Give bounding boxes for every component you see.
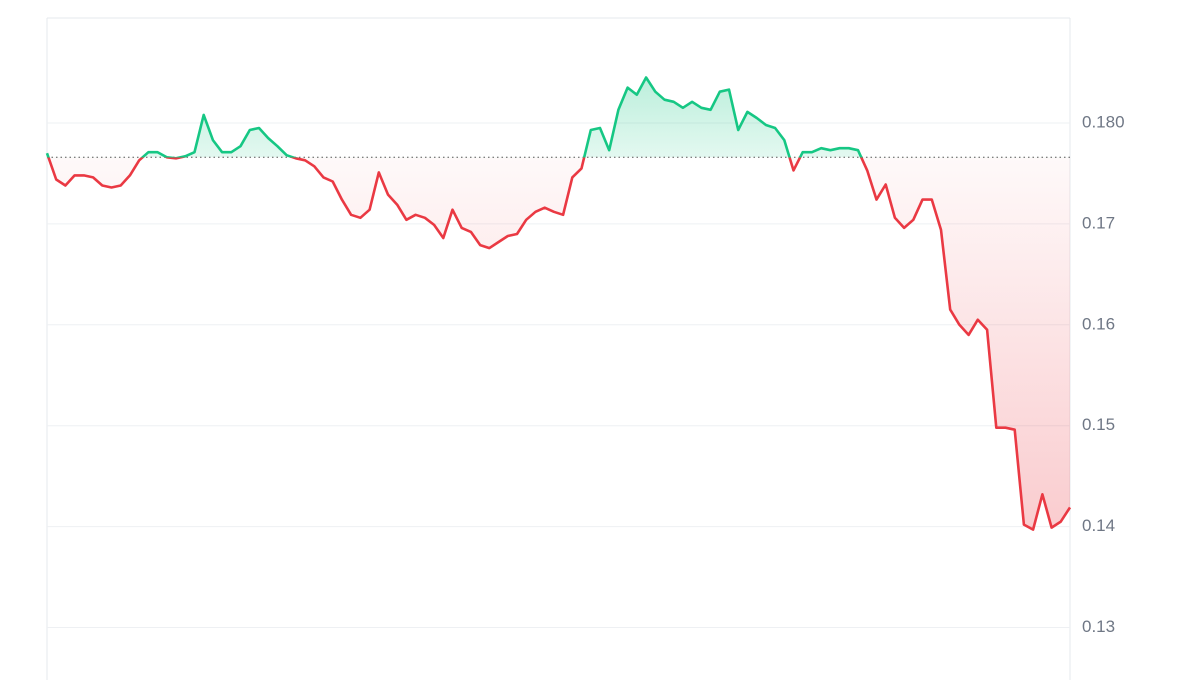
area-fill (47, 77, 1070, 530)
y-tick-label: 0.14 (1082, 516, 1115, 535)
y-tick-label: 0.17 (1082, 213, 1115, 232)
y-tick-label: 0.15 (1082, 415, 1115, 434)
y-tick-label: 0.16 (1082, 314, 1115, 333)
y-tick-label: 0.180 (1082, 112, 1125, 131)
price-line (45, 76, 1072, 531)
y-tick-label: 0.13 (1082, 617, 1115, 636)
